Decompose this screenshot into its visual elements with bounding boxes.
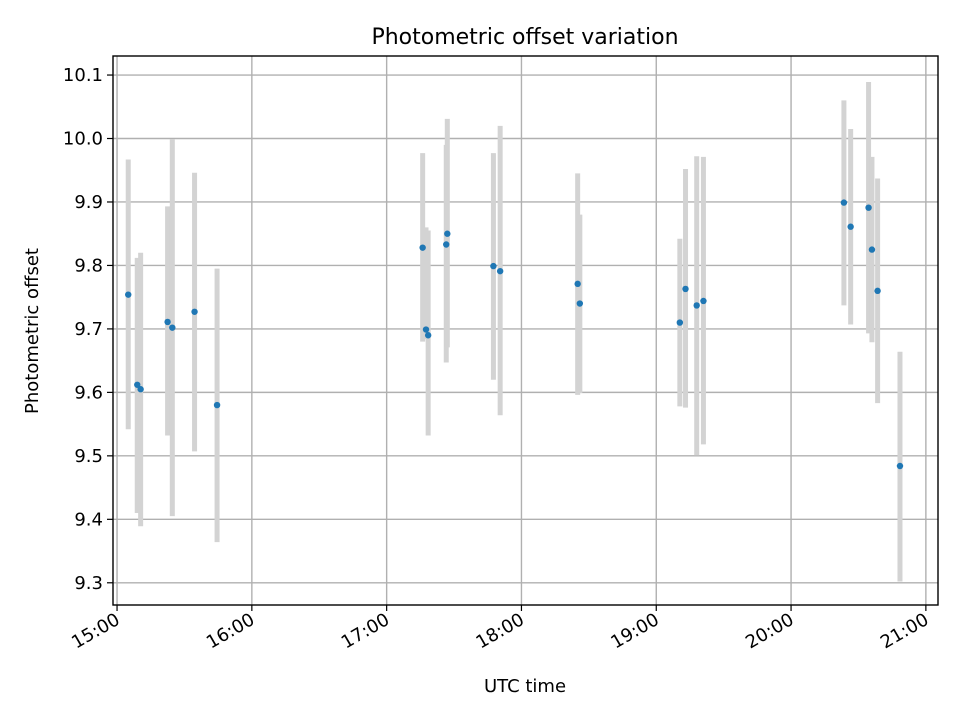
data-point: [496, 267, 504, 275]
data-point: [874, 287, 881, 295]
x-tick-label: 21:00: [877, 609, 932, 653]
y-tick-label: 9.9: [74, 192, 103, 213]
data-point: [868, 246, 876, 253]
data-point: [137, 386, 144, 393]
data-point: [847, 223, 854, 230]
data-point: [574, 280, 581, 288]
x-tick-label: 15:00: [68, 609, 123, 653]
data-point: [164, 318, 171, 326]
data-point: [169, 324, 176, 331]
data-point: [840, 199, 848, 206]
data-point: [191, 308, 198, 315]
x-axis-label: UTC time: [484, 676, 566, 697]
data-points: [125, 199, 904, 470]
data-point: [422, 326, 430, 333]
y-tick-label: 9.3: [74, 573, 103, 594]
plot-frame: [112, 55, 939, 606]
data-point: [134, 381, 141, 388]
data-point: [700, 297, 707, 305]
grid: [113, 56, 938, 605]
x-tick-label: 16:00: [203, 609, 258, 653]
y-tick-label: 9.8: [74, 255, 103, 276]
data-point: [490, 262, 497, 270]
y-tick-label: 10.0: [63, 129, 103, 150]
data-point: [444, 230, 451, 237]
x-tick-label: 17:00: [338, 609, 393, 653]
data-point: [896, 462, 904, 470]
data-point: [419, 244, 426, 251]
y-tick-label: 9.6: [74, 382, 103, 403]
data-point: [693, 302, 700, 309]
y-tick-label: 9.4: [74, 509, 103, 530]
data-point: [424, 332, 432, 339]
y-tick-label: 9.7: [74, 319, 103, 340]
x-tick-label: 18:00: [473, 609, 528, 653]
data-point: [443, 241, 450, 248]
error-bars: [125, 82, 903, 582]
x-tick-label: 19:00: [607, 609, 662, 653]
data-point: [682, 285, 689, 293]
x-tick-label: 20:00: [742, 609, 797, 653]
data-point: [676, 319, 684, 326]
data-point: [213, 401, 221, 409]
y-tick-label: 9.5: [74, 446, 103, 467]
data-point: [865, 204, 872, 211]
data-point: [125, 291, 132, 298]
data-point: [576, 300, 584, 307]
chart-title: Photometric offset variation: [371, 25, 678, 50]
y-tick-label: 10.1: [63, 65, 103, 86]
y-axis-label: Photometric offset: [22, 248, 43, 414]
